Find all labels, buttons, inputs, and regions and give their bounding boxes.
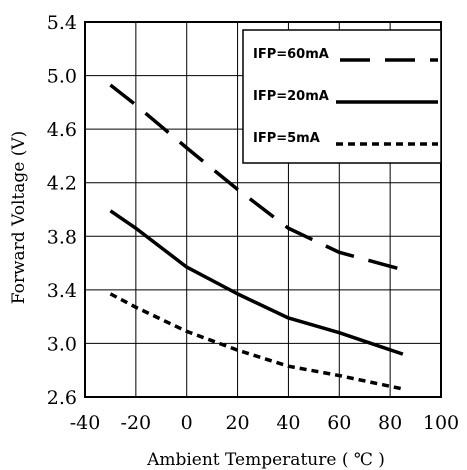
series-line-long-dash (109, 83, 404, 272)
legend-box (242, 29, 442, 164)
y-tick-label: 4.2 (47, 173, 77, 195)
x-tick-label: 100 (423, 412, 459, 434)
x-axis-title: Ambient Temperature ( ℃ ) (146, 450, 385, 470)
series-line-solid (109, 209, 404, 356)
y-tick-label: 4.6 (47, 119, 77, 141)
x-tick-label: 80 (378, 412, 402, 434)
x-tick-label: 20 (225, 412, 249, 434)
y-tick-labels: 2.6 3.0 3.4 3.8 4.2 4.6 5.0 5.4 (47, 12, 77, 409)
y-axis-title: Forward Voltage (V) (9, 131, 29, 305)
x-tick-label: -40 (70, 412, 101, 434)
legend-label: IFP=5mA (253, 131, 320, 146)
y-tick-label: 2.6 (47, 387, 77, 409)
x-tick-label: 60 (327, 412, 351, 434)
legend-label: IFP=60mA (253, 47, 329, 62)
x-tick-label: 40 (276, 412, 300, 434)
y-tick-label: 5.4 (47, 12, 77, 34)
series-lines (109, 83, 404, 391)
x-tick-label: -20 (121, 412, 152, 434)
plot-frame (84, 21, 442, 398)
y-tick-label: 5.0 (47, 66, 77, 88)
x-tick-labels: -40 -20 0 20 40 60 80 100 (70, 412, 459, 434)
x-tick-label: 0 (181, 412, 193, 434)
y-tick-label: 3.4 (47, 280, 77, 302)
legend: IFP=60mA IFP=20mA IFP=5mA (242, 29, 442, 164)
series-line-short-dash (109, 292, 404, 391)
y-tick-label: 3.8 (47, 226, 77, 248)
legend-label: IFP=20mA (253, 89, 329, 104)
y-tick-label: 3.0 (47, 333, 77, 355)
